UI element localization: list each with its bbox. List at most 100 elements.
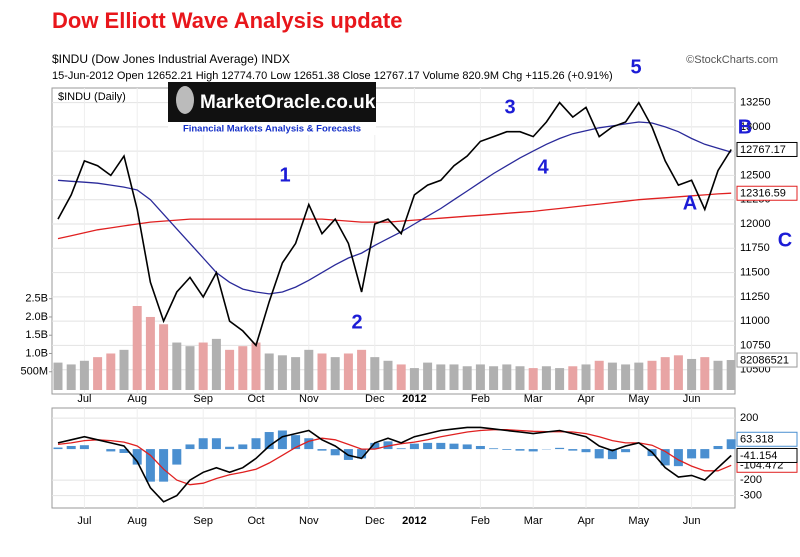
bar xyxy=(516,366,525,390)
bar xyxy=(212,438,221,449)
bar xyxy=(436,443,445,449)
bar xyxy=(450,364,459,390)
bar xyxy=(621,449,630,452)
bar xyxy=(199,438,208,449)
y-tick-label: 11250 xyxy=(740,291,770,303)
x-tick-label: Sep xyxy=(193,393,213,405)
bar xyxy=(476,364,485,390)
bar xyxy=(502,364,511,390)
wave-label: 3 xyxy=(504,96,515,118)
wave-label: B xyxy=(738,116,752,138)
bar xyxy=(410,368,419,390)
bar xyxy=(225,350,234,390)
bar xyxy=(463,444,472,449)
logo-tagline: Financial Markets Analysis & Forecasts xyxy=(183,124,361,135)
bar xyxy=(238,444,247,449)
y-tick-label: 13250 xyxy=(740,96,771,108)
bar xyxy=(436,364,445,390)
x-tick-label: 2012 xyxy=(402,515,426,527)
bar xyxy=(146,317,155,390)
bar xyxy=(555,368,564,390)
bar xyxy=(568,449,577,451)
bar xyxy=(318,449,327,451)
y-tick-label: 12000 xyxy=(740,218,771,230)
bar xyxy=(661,357,670,390)
x-tick-label: Aug xyxy=(127,393,147,405)
y-tick-label: -300 xyxy=(740,490,762,502)
x-tick-label: May xyxy=(628,515,649,527)
bar xyxy=(304,350,313,390)
bar xyxy=(568,366,577,390)
bar xyxy=(106,449,115,451)
bar xyxy=(291,357,300,390)
bar xyxy=(648,361,657,390)
last-value-label: 12767.17 xyxy=(740,144,786,156)
bar xyxy=(463,366,472,390)
bar xyxy=(67,364,76,390)
bar xyxy=(397,364,406,390)
bar xyxy=(278,355,287,390)
bar xyxy=(318,353,327,390)
bar xyxy=(489,366,498,390)
bar xyxy=(186,346,195,390)
quote: 15-Jun-2012 Open 12652.21 High 12774.70 … xyxy=(52,70,613,82)
logo: MarketOracle.co.uk Financial Markets Ana… xyxy=(168,82,376,135)
x-tick-label: Jul xyxy=(77,515,91,527)
bar xyxy=(54,363,63,390)
wave-label: A xyxy=(683,192,697,214)
wave-label: 4 xyxy=(537,156,549,178)
symbol: $INDU (Dow Jones Industrial Average) IND… xyxy=(52,52,290,66)
bar xyxy=(529,368,538,390)
bar xyxy=(476,446,485,449)
x-tick-label: Aug xyxy=(127,515,147,527)
bar xyxy=(265,353,274,390)
x-tick-label: Nov xyxy=(299,515,319,527)
bar xyxy=(252,438,261,449)
bar xyxy=(516,449,525,451)
x-tick-label: May xyxy=(628,393,649,405)
x-tick-label: Feb xyxy=(471,393,490,405)
x-tick-label: Mar xyxy=(524,515,543,527)
wave-label: 1 xyxy=(279,164,290,186)
x-tick-label: 2012 xyxy=(402,393,426,405)
x-tick-label: Dec xyxy=(365,515,385,527)
bar xyxy=(384,361,393,390)
bar xyxy=(582,449,591,452)
wave-label: C xyxy=(778,229,792,251)
y2-tick-label: 1.5B xyxy=(25,329,48,341)
y-tick-label: 11000 xyxy=(740,315,770,327)
y2-tick-label: 500M xyxy=(20,366,48,378)
bar xyxy=(450,444,459,449)
bar xyxy=(674,355,683,390)
bar xyxy=(727,439,736,449)
bar xyxy=(397,448,406,449)
bar xyxy=(67,446,76,449)
x-tick-label: Apr xyxy=(577,393,594,405)
last-value-label: 63.318 xyxy=(740,434,774,446)
bar xyxy=(370,357,379,390)
bar xyxy=(423,443,432,449)
bar xyxy=(106,353,115,390)
bar xyxy=(608,363,617,390)
bar xyxy=(331,357,340,390)
last-value-label: 82086521 xyxy=(740,354,789,366)
x-tick-label: Jul xyxy=(77,393,91,405)
bar xyxy=(93,357,102,390)
logo-statue xyxy=(176,86,194,114)
x-tick-label: Oct xyxy=(247,515,264,527)
bar xyxy=(159,324,168,390)
bar xyxy=(700,449,709,458)
bar xyxy=(238,346,247,390)
bar xyxy=(146,449,155,482)
bar xyxy=(357,350,366,390)
page-title: Dow Elliott Wave Analysis update xyxy=(52,8,402,33)
x-tick-label: Nov xyxy=(299,393,319,405)
bar xyxy=(714,446,723,449)
bar xyxy=(120,350,129,390)
bar xyxy=(212,339,221,390)
y2-tick-label: 2.0B xyxy=(25,311,48,323)
x-tick-label: Sep xyxy=(193,515,213,527)
wave-label: 2 xyxy=(351,311,362,333)
